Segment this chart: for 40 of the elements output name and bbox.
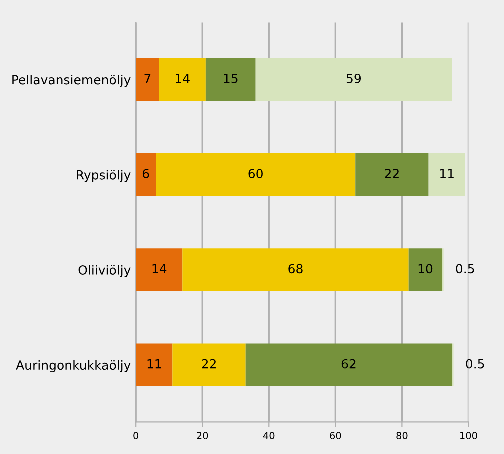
bar: [156, 153, 356, 196]
x-tick-label: 20: [197, 432, 208, 440]
bar: [136, 153, 156, 196]
data-label: 62: [342, 359, 356, 369]
data-label: 15: [224, 74, 238, 84]
data-label: 11: [148, 359, 162, 369]
bar: [182, 248, 409, 292]
bar: [136, 344, 173, 387]
data-label: 6: [142, 169, 150, 179]
bar: [246, 344, 452, 387]
y-tick-label: Oliiviöljy: [78, 265, 131, 278]
bar: [172, 344, 246, 387]
bar: [136, 248, 183, 292]
data-label: 7: [144, 74, 151, 84]
data-label: 68: [288, 264, 303, 274]
bar: [136, 58, 160, 102]
data-label: 0.5: [466, 359, 484, 369]
x-tick-label: 100: [460, 432, 478, 440]
data-label: 11: [440, 169, 454, 178]
bar: [256, 58, 452, 102]
x-tick-label: 60: [330, 432, 342, 440]
data-label: 10: [418, 264, 433, 274]
data-label: 22: [385, 169, 399, 178]
y-tick-label: Pellavansiemenöljy: [12, 75, 131, 88]
x-tick-label: 80: [396, 432, 408, 440]
x-tick-label: 40: [263, 432, 275, 440]
data-label: 0.5: [456, 264, 474, 274]
y-tick-label: Rypsiöljy: [77, 170, 131, 182]
data-label: 14: [152, 264, 167, 274]
data-label: 14: [176, 74, 190, 84]
x-tick-label: 0: [134, 432, 139, 440]
bar: [356, 153, 429, 196]
y-tick-label: Auringonkukkaöljy: [16, 360, 131, 372]
bar: [428, 153, 466, 196]
data-label: 59: [346, 74, 362, 84]
bar: [206, 58, 256, 102]
bar: [159, 58, 206, 102]
data-label: 22: [202, 359, 216, 369]
bar: [408, 248, 442, 292]
data-label: 60: [248, 169, 263, 179]
